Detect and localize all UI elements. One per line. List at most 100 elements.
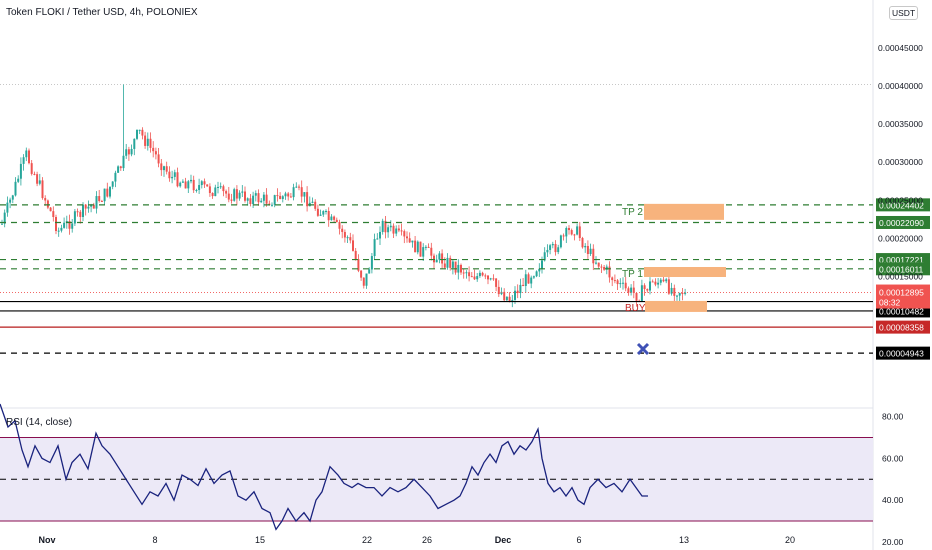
- candle-body: [219, 186, 222, 188]
- candle-body: [279, 195, 282, 200]
- candle-body: [478, 272, 481, 277]
- candle-body: [511, 299, 514, 302]
- x-tick-label: 13: [679, 535, 689, 545]
- candle-body: [673, 287, 676, 296]
- candle-body: [271, 204, 273, 206]
- candle-body: [60, 227, 63, 231]
- x-tick-label: 8: [152, 535, 157, 545]
- candle-body: [25, 150, 28, 158]
- candle-body: [546, 249, 549, 253]
- price-tick-label: 0.00030000: [878, 157, 923, 167]
- candle-body: [565, 228, 568, 237]
- candle-body: [684, 292, 687, 294]
- candle-body: [284, 193, 287, 197]
- candle-body: [149, 138, 152, 148]
- candle-body: [568, 228, 570, 231]
- candle-body: [578, 226, 581, 239]
- candle-body: [125, 149, 128, 156]
- candle-body: [514, 290, 516, 300]
- candle-body: [516, 290, 519, 294]
- rsi-tick-label: 20.00: [882, 537, 904, 547]
- candle-body: [217, 186, 219, 188]
- candle-body: [292, 187, 295, 198]
- candle-body: [84, 204, 87, 209]
- candle-body: [392, 225, 395, 234]
- candle-body: [522, 284, 525, 287]
- candle-body: [95, 196, 98, 209]
- candle-body: [589, 248, 592, 255]
- candle-body: [549, 245, 552, 250]
- zone-box: [645, 300, 707, 312]
- candle-body: [616, 280, 619, 285]
- candle-body: [584, 245, 587, 248]
- candle-body: [622, 282, 624, 284]
- candle-body: [119, 166, 122, 169]
- candle-body: [295, 186, 298, 188]
- candle-body: [341, 228, 344, 232]
- price-tick-label: 0.00040000: [878, 81, 923, 91]
- candle-body: [71, 223, 74, 229]
- x-tick-label: Nov: [38, 535, 55, 545]
- candle-body: [235, 189, 238, 199]
- candle-body: [195, 189, 198, 191]
- candle-body: [354, 250, 357, 260]
- candle-body: [114, 172, 117, 182]
- level-price-label: 0.00022090: [879, 218, 924, 228]
- rsi-tick-label: 40.00: [882, 495, 904, 505]
- x-tick-label: 15: [255, 535, 265, 545]
- level-price-label: 0.00024402: [879, 200, 924, 210]
- candle-body: [41, 180, 44, 199]
- level-price-label: 0.00010482: [879, 306, 924, 316]
- candle-body: [468, 272, 471, 277]
- candle-body: [176, 172, 179, 187]
- candle-body: [603, 267, 606, 270]
- candle-body: [384, 220, 387, 233]
- candle-body: [454, 261, 457, 273]
- candle-body: [662, 279, 665, 282]
- candle-body: [106, 188, 109, 197]
- candle-body: [492, 278, 495, 280]
- candle-body: [419, 241, 422, 257]
- level-price-label: 0.00016011: [879, 264, 924, 274]
- candle-body: [127, 149, 130, 155]
- candle-body: [608, 266, 611, 278]
- candle-body: [524, 274, 527, 287]
- candle-body: [635, 293, 638, 301]
- candle-body: [168, 171, 171, 179]
- rsi-tick-label: 80.00: [882, 412, 904, 422]
- candle-body: [541, 260, 543, 269]
- candle-body: [373, 239, 376, 257]
- x-tick-label: Dec: [495, 535, 512, 545]
- candle-body: [489, 278, 492, 280]
- candle-body: [98, 196, 101, 201]
- candle-body: [30, 163, 33, 174]
- candle-body: [416, 241, 419, 253]
- candle-body: [530, 277, 533, 284]
- candle-body: [303, 192, 306, 197]
- currency-button[interactable]: USDT: [889, 6, 919, 20]
- candle-body: [327, 210, 330, 221]
- candle-body: [111, 181, 114, 187]
- candle-body: [532, 276, 535, 278]
- candle-body: [352, 240, 354, 251]
- candle-body: [225, 191, 228, 194]
- candle-body: [360, 270, 363, 278]
- candle-body: [36, 174, 39, 184]
- candle-body: [362, 277, 365, 286]
- candle-body: [289, 196, 292, 198]
- candle-body: [476, 276, 479, 280]
- candle-body: [573, 234, 576, 236]
- candle-body: [154, 151, 157, 155]
- candle-body: [22, 157, 25, 164]
- candle-body: [527, 274, 530, 284]
- candle-body: [349, 237, 352, 241]
- candle-body: [597, 262, 600, 267]
- candle-body: [333, 216, 336, 220]
- candle-body: [190, 179, 192, 182]
- candle-body: [133, 138, 136, 149]
- candle-body: [306, 192, 309, 207]
- candle-body: [1, 223, 3, 225]
- candle-body: [157, 154, 160, 164]
- candle-body: [300, 187, 303, 197]
- candle-body: [87, 206, 90, 209]
